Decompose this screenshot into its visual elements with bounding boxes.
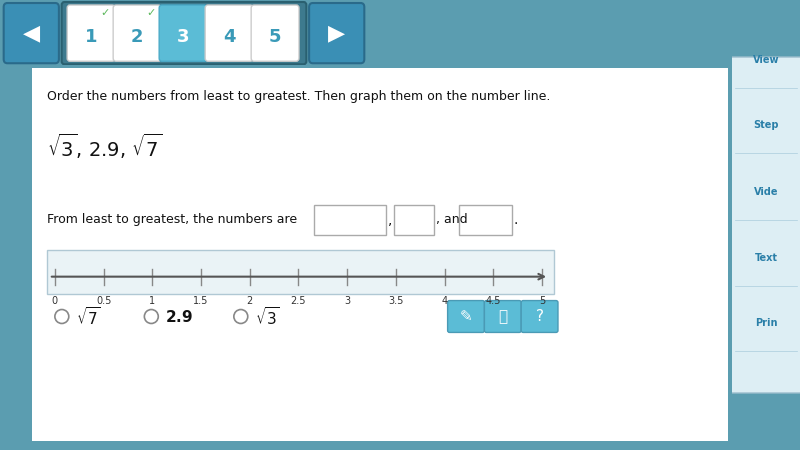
FancyBboxPatch shape <box>485 301 521 333</box>
Text: 4: 4 <box>442 296 448 306</box>
Text: ✓: ✓ <box>100 8 110 18</box>
FancyBboxPatch shape <box>4 3 59 63</box>
Text: $\sqrt{3}$, 2.9, $\sqrt{7}$: $\sqrt{3}$, 2.9, $\sqrt{7}$ <box>47 132 162 162</box>
FancyBboxPatch shape <box>205 5 253 61</box>
FancyBboxPatch shape <box>458 205 512 235</box>
Text: 0.5: 0.5 <box>96 296 111 306</box>
Text: 3: 3 <box>344 296 350 306</box>
Text: ✓: ✓ <box>146 8 155 18</box>
Text: 4.5: 4.5 <box>486 296 501 306</box>
Text: Prin: Prin <box>754 318 778 328</box>
Text: 5: 5 <box>539 296 545 306</box>
Text: 🗑: 🗑 <box>498 309 507 324</box>
FancyBboxPatch shape <box>113 5 161 61</box>
Text: , and: , and <box>436 213 467 226</box>
FancyBboxPatch shape <box>251 5 299 61</box>
Text: 2: 2 <box>246 296 253 306</box>
Text: $\sqrt{7}$: $\sqrt{7}$ <box>76 306 101 328</box>
Text: View: View <box>753 55 779 65</box>
FancyBboxPatch shape <box>67 5 115 61</box>
Text: $\mathbf{2.9}$: $\mathbf{2.9}$ <box>166 309 194 324</box>
FancyBboxPatch shape <box>27 63 733 446</box>
Text: 3.5: 3.5 <box>388 296 403 306</box>
FancyBboxPatch shape <box>62 2 306 64</box>
Text: 2: 2 <box>131 28 143 46</box>
FancyBboxPatch shape <box>521 301 558 333</box>
Text: 0: 0 <box>52 296 58 306</box>
FancyBboxPatch shape <box>314 205 386 235</box>
Text: From least to greatest, the numbers are: From least to greatest, the numbers are <box>47 213 297 226</box>
Text: 2.5: 2.5 <box>290 296 306 306</box>
Text: Text: Text <box>754 253 778 263</box>
Text: ◀: ◀ <box>22 23 40 43</box>
Text: $\sqrt{3}$: $\sqrt{3}$ <box>254 306 280 328</box>
FancyBboxPatch shape <box>159 5 207 61</box>
Text: Step: Step <box>754 120 778 130</box>
Text: Vide: Vide <box>754 187 778 197</box>
Text: 5: 5 <box>269 28 282 46</box>
FancyBboxPatch shape <box>309 3 364 63</box>
Text: 1.5: 1.5 <box>194 296 209 306</box>
Text: 1: 1 <box>150 296 155 306</box>
FancyBboxPatch shape <box>394 205 434 235</box>
Text: Order the numbers from least to greatest. Then graph them on the number line.: Order the numbers from least to greatest… <box>47 90 550 104</box>
Text: ▶: ▶ <box>328 23 346 43</box>
Text: 1: 1 <box>85 28 98 46</box>
Text: ✎: ✎ <box>460 309 472 324</box>
Text: .: . <box>514 213 518 227</box>
FancyBboxPatch shape <box>729 57 800 393</box>
Text: 3: 3 <box>177 28 190 46</box>
Text: ?: ? <box>535 309 543 324</box>
FancyBboxPatch shape <box>47 250 554 293</box>
Text: ,: , <box>388 213 392 227</box>
Text: 4: 4 <box>223 28 235 46</box>
FancyBboxPatch shape <box>448 301 485 333</box>
